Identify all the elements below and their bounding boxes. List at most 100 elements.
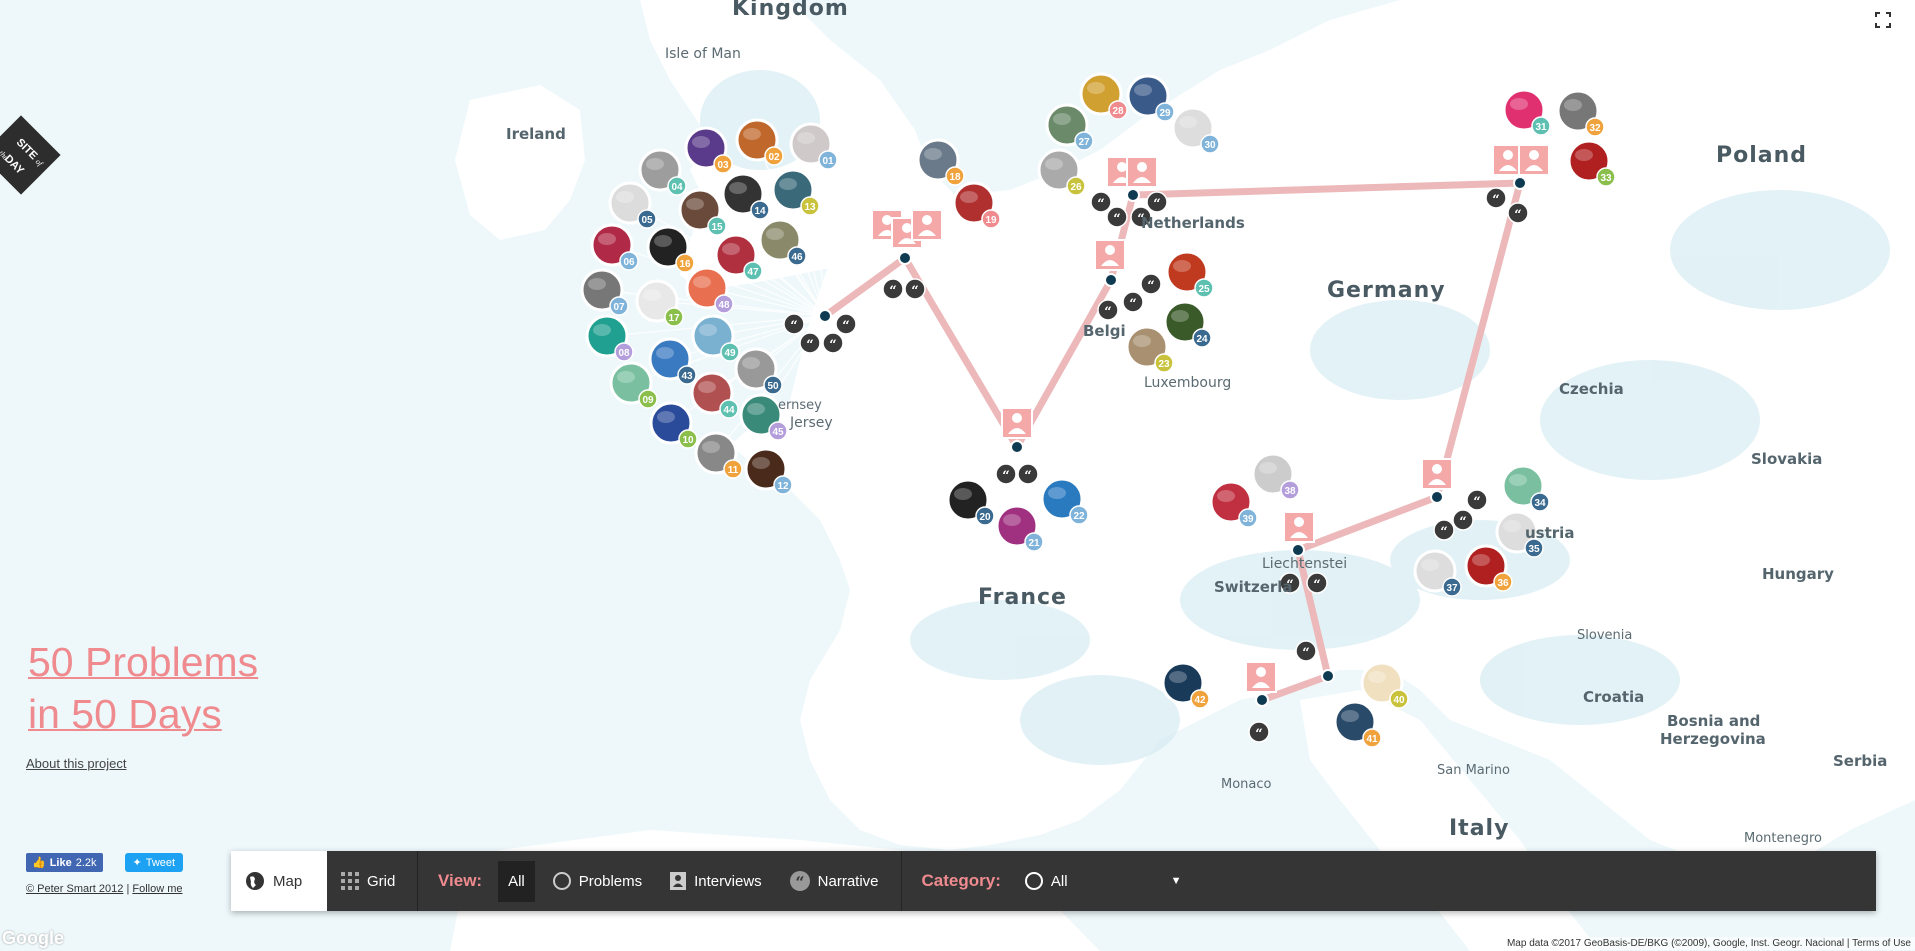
problem-bubble[interactable]: 43: [648, 337, 697, 385]
problem-bubble[interactable]: 45: [739, 393, 788, 441]
problem-bubble[interactable]: 40: [1360, 661, 1409, 709]
problem-bubble[interactable]: 26: [1037, 148, 1086, 196]
problem-bubble[interactable]: 46: [758, 218, 807, 266]
route-node[interactable]: [1291, 543, 1305, 557]
problem-bubble[interactable]: 24: [1163, 300, 1212, 348]
problem-bubble[interactable]: 01: [789, 122, 838, 170]
page-title[interactable]: 50 Problems in 50 Days: [28, 636, 258, 740]
view-problems-button[interactable]: Problems: [539, 851, 656, 911]
problem-bubble[interactable]: 49: [691, 314, 740, 362]
route-node[interactable]: [1430, 490, 1444, 504]
problem-bubble[interactable]: 25: [1165, 250, 1214, 298]
problem-bubble[interactable]: 29: [1126, 74, 1175, 122]
problem-bubble[interactable]: 32: [1556, 89, 1605, 137]
narrative-marker[interactable]: “: [1248, 721, 1270, 743]
interview-marker[interactable]: [1421, 458, 1453, 490]
fullscreen-icon[interactable]: [1875, 12, 1891, 28]
narrative-marker[interactable]: “: [1433, 519, 1455, 541]
narrative-marker[interactable]: “: [1466, 489, 1488, 511]
copyright-link[interactable]: © Peter Smart 2012: [26, 883, 124, 895]
view-interviews-button[interactable]: Interviews: [656, 851, 776, 911]
site-of-the-day-badge[interactable]: SITE of the DAY: [0, 112, 64, 198]
problem-bubble[interactable]: 44: [690, 371, 739, 419]
route-node[interactable]: [1513, 176, 1527, 190]
route-node[interactable]: [1010, 440, 1024, 454]
problem-bubble[interactable]: 50: [734, 347, 783, 395]
interview-marker[interactable]: [1094, 239, 1126, 271]
follow-me-link[interactable]: Follow me: [132, 883, 183, 895]
problem-bubble[interactable]: 10: [649, 401, 698, 449]
problem-bubble[interactable]: 08: [585, 314, 634, 362]
problem-bubble[interactable]: 35: [1495, 510, 1544, 558]
interview-marker[interactable]: [911, 209, 943, 241]
interview-marker[interactable]: [1283, 511, 1315, 543]
narrative-marker[interactable]: “: [1130, 206, 1152, 228]
narrative-marker[interactable]: “: [1090, 191, 1112, 213]
problem-bubble[interactable]: 19: [952, 181, 1001, 229]
map-view-button[interactable]: Map: [231, 851, 327, 911]
narrative-marker[interactable]: “: [1279, 572, 1301, 594]
problem-bubble[interactable]: 28: [1079, 72, 1128, 120]
problem-bubble[interactable]: 41: [1333, 700, 1382, 748]
problem-bubble[interactable]: 39: [1209, 480, 1258, 528]
view-narrative-button[interactable]: “ Narrative: [776, 851, 893, 911]
problem-bubble[interactable]: 42: [1161, 661, 1210, 709]
problem-bubble[interactable]: 22: [1040, 477, 1089, 525]
problem-bubble[interactable]: 37: [1413, 549, 1462, 597]
narrative-marker[interactable]: “: [1452, 509, 1474, 531]
narrative-marker[interactable]: “: [995, 463, 1017, 485]
problem-bubble[interactable]: 48: [685, 266, 734, 314]
problem-bubble[interactable]: 47: [714, 233, 763, 281]
interview-marker[interactable]: [1001, 407, 1033, 439]
problem-bubble[interactable]: 09: [609, 361, 658, 409]
problem-bubble[interactable]: 21: [995, 504, 1044, 552]
problem-bubble[interactable]: 20: [946, 478, 995, 526]
narrative-marker[interactable]: “: [822, 332, 844, 354]
route-node[interactable]: [818, 309, 832, 323]
problem-bubble[interactable]: 31: [1502, 88, 1551, 136]
narrative-marker[interactable]: “: [1295, 640, 1317, 662]
problem-bubble[interactable]: 36: [1464, 544, 1513, 592]
interview-marker[interactable]: [1518, 144, 1550, 176]
problem-bubble[interactable]: 04: [638, 148, 687, 196]
narrative-marker[interactable]: “: [1306, 572, 1328, 594]
problem-bubble[interactable]: 15: [678, 188, 727, 236]
narrative-marker[interactable]: “: [783, 313, 805, 335]
narrative-marker[interactable]: “: [835, 313, 857, 335]
narrative-marker[interactable]: “: [1485, 187, 1507, 209]
about-project-link[interactable]: About this project: [26, 756, 127, 771]
narrative-marker[interactable]: “: [799, 332, 821, 354]
category-select[interactable]: Category: All ▼: [902, 851, 1222, 911]
narrative-marker[interactable]: “: [1097, 299, 1119, 321]
narrative-marker[interactable]: “: [882, 278, 904, 300]
problem-bubble[interactable]: 30: [1171, 106, 1220, 154]
problem-bubble[interactable]: 33: [1567, 139, 1616, 187]
tweet-button[interactable]: ✦ Tweet: [124, 853, 184, 872]
route-node[interactable]: [1255, 693, 1269, 707]
narrative-marker[interactable]: “: [1507, 202, 1529, 224]
interview-marker[interactable]: [1245, 661, 1277, 693]
narrative-marker[interactable]: “: [1017, 463, 1039, 485]
google-logo[interactable]: Google: [2, 928, 64, 948]
problem-bubble[interactable]: 03: [684, 126, 733, 174]
narrative-marker[interactable]: “: [904, 278, 926, 300]
facebook-like-button[interactable]: 👍 Like 2.2k: [26, 853, 103, 872]
problem-bubble[interactable]: 38: [1251, 452, 1300, 500]
narrative-marker[interactable]: “: [1140, 273, 1162, 295]
problem-bubble[interactable]: 06: [590, 223, 639, 271]
problem-bubble[interactable]: 05: [608, 181, 657, 229]
problem-bubble[interactable]: 17: [635, 279, 684, 327]
problem-bubble[interactable]: 18: [916, 138, 965, 186]
problem-bubble[interactable]: 27: [1045, 103, 1094, 151]
route-node[interactable]: [1126, 188, 1140, 202]
problem-bubble[interactable]: 12: [744, 447, 793, 495]
route-node[interactable]: [898, 251, 912, 265]
problem-bubble[interactable]: 11: [694, 431, 743, 479]
problem-bubble[interactable]: 07: [580, 268, 629, 316]
problem-bubble[interactable]: 13: [771, 168, 820, 216]
interview-marker[interactable]: [1126, 156, 1158, 188]
narrative-marker[interactable]: “: [1122, 291, 1144, 313]
problem-bubble[interactable]: 02: [735, 118, 784, 166]
problem-bubble[interactable]: 34: [1501, 464, 1550, 512]
